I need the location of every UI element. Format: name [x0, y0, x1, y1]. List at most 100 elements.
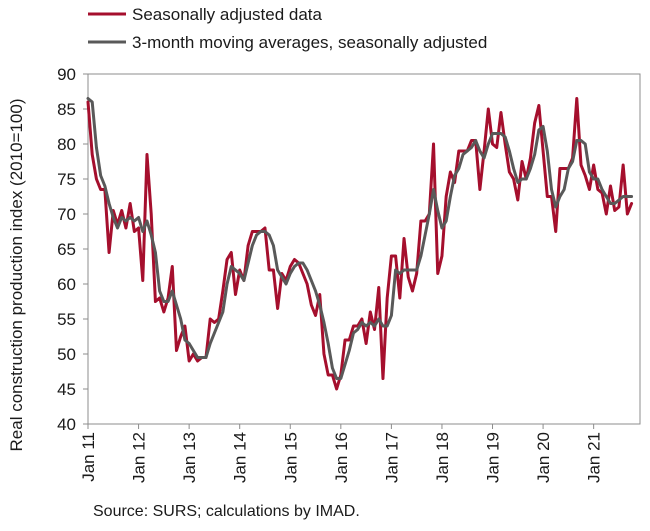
data-point	[364, 342, 368, 345]
data-point	[584, 174, 587, 177]
data-point	[322, 321, 326, 324]
data-point	[95, 146, 98, 149]
data-point	[512, 167, 515, 170]
data-point	[301, 261, 305, 265]
data-point	[491, 132, 494, 135]
data-point	[394, 268, 397, 272]
data-point	[242, 279, 246, 282]
data-point	[402, 237, 406, 240]
data-point	[293, 258, 296, 261]
series-2	[86, 97, 634, 380]
data-point	[322, 352, 326, 356]
data-point	[558, 195, 562, 198]
data-point	[305, 268, 309, 272]
data-point	[474, 139, 477, 142]
data-point	[326, 342, 330, 345]
data-point	[124, 226, 128, 230]
data-point	[453, 174, 456, 177]
data-point	[360, 321, 364, 324]
data-point	[208, 342, 212, 345]
data-point	[541, 149, 545, 153]
y-tick-label: 50	[57, 345, 76, 364]
data-point	[630, 202, 633, 205]
data-point	[626, 212, 629, 216]
y-tick-label: 85	[57, 100, 76, 119]
data-point	[145, 219, 149, 223]
data-point	[423, 219, 427, 223]
data-point	[335, 387, 338, 391]
data-point	[377, 286, 380, 289]
data-point	[267, 233, 271, 237]
data-point	[440, 254, 444, 258]
data-point	[390, 314, 393, 317]
data-point	[255, 233, 258, 237]
data-point	[289, 272, 292, 275]
data-point	[449, 195, 452, 198]
data-point	[520, 177, 524, 181]
data-point	[213, 331, 216, 335]
x-tick-label: Jan 15	[281, 432, 300, 483]
data-point	[183, 324, 187, 328]
data-point	[137, 226, 140, 230]
data-point	[562, 188, 566, 191]
data-point	[487, 142, 490, 146]
y-tick-label: 80	[57, 135, 76, 154]
data-point	[621, 195, 625, 198]
data-point	[537, 128, 541, 132]
data-point	[466, 149, 469, 153]
data-point	[516, 198, 520, 202]
data-point	[221, 310, 225, 314]
legend-label: Seasonally adjusted data	[132, 5, 323, 24]
data-point	[444, 195, 448, 198]
data-point	[432, 142, 435, 146]
x-tick-label: Jan 19	[484, 432, 503, 483]
data-point	[423, 233, 427, 237]
data-point	[301, 272, 305, 275]
source-note: Source: SURS; calculations by IMAD.	[93, 503, 360, 520]
data-point	[310, 279, 313, 282]
data-point	[103, 184, 107, 188]
data-point	[428, 212, 431, 216]
data-point	[617, 198, 621, 202]
data-point	[263, 230, 267, 233]
data-point	[436, 209, 439, 212]
data-point	[470, 146, 473, 149]
data-point	[145, 153, 149, 156]
data-point	[588, 170, 591, 174]
data-point	[364, 324, 368, 328]
data-point	[91, 153, 94, 156]
data-point	[385, 324, 389, 328]
data-point	[605, 195, 608, 198]
data-point	[124, 219, 128, 223]
data-point	[141, 279, 144, 282]
data-point	[579, 139, 583, 142]
data-point	[158, 296, 161, 300]
y-tick-label: 45	[57, 380, 76, 399]
data-point	[289, 265, 292, 268]
x-ticks: Jan 11 Jan 12 Jan 13 Jan 14 Jan 15 Jan 16 Jan …	[79, 424, 604, 483]
data-point	[99, 174, 102, 177]
data-point	[584, 142, 587, 146]
data-point	[314, 314, 317, 317]
data-point	[491, 142, 494, 146]
data-point	[272, 268, 275, 272]
data-point	[440, 226, 444, 230]
series-line	[86, 97, 634, 380]
data-point	[588, 188, 591, 191]
data-point	[230, 251, 233, 254]
data-point	[550, 188, 553, 191]
data-point	[166, 300, 170, 303]
data-point	[402, 268, 406, 272]
data-point	[251, 244, 254, 247]
y-axis-label-group: Real construction production index (2010…	[7, 99, 26, 452]
data-point	[204, 356, 208, 359]
data-point	[208, 317, 212, 321]
data-point	[107, 251, 111, 254]
data-point	[343, 363, 347, 366]
data-point	[449, 170, 452, 174]
data-point	[398, 272, 402, 275]
data-point	[225, 282, 229, 286]
data-point	[234, 268, 237, 272]
data-point	[162, 310, 166, 314]
data-point	[398, 296, 402, 300]
